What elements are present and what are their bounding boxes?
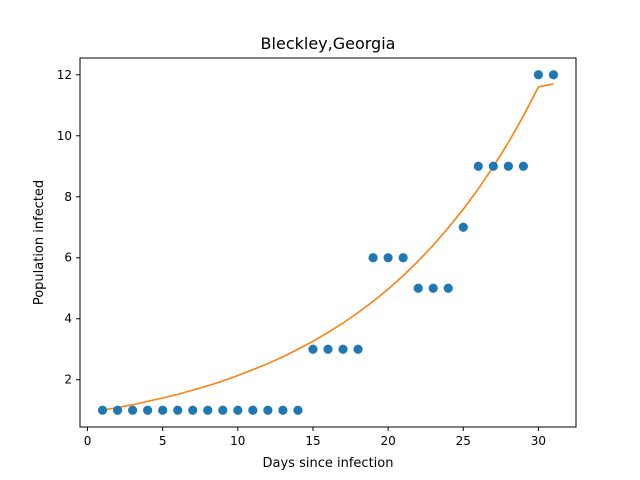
x-tick-label: 0	[84, 434, 92, 448]
data-point	[128, 405, 138, 415]
y-tick-label: 12	[57, 68, 72, 82]
data-point	[323, 344, 333, 354]
data-point	[188, 405, 198, 415]
x-tick-label: 5	[159, 434, 167, 448]
data-point	[143, 405, 153, 415]
fit-curve	[102, 83, 554, 412]
x-tick-label: 15	[305, 434, 320, 448]
y-tick-label: 10	[57, 129, 72, 143]
x-tick-label: 30	[531, 434, 546, 448]
data-point	[368, 253, 378, 263]
data-point	[263, 405, 273, 415]
data-point	[353, 344, 363, 354]
data-point	[383, 253, 393, 263]
y-tick-label: 4	[64, 312, 72, 326]
y-tick-label: 6	[64, 251, 72, 265]
data-point	[443, 283, 453, 293]
x-tick-label: 25	[456, 434, 471, 448]
data-point	[233, 405, 243, 415]
data-point	[248, 405, 258, 415]
data-point	[533, 70, 544, 80]
data-point	[278, 405, 288, 415]
data-point	[173, 405, 183, 415]
data-point	[413, 283, 423, 293]
x-tick-label: 20	[380, 434, 395, 448]
data-point	[158, 405, 168, 415]
data-point	[218, 405, 228, 415]
plot-area	[97, 70, 559, 415]
chart-title: Bleckley,Georgia	[261, 34, 396, 53]
data-point	[112, 405, 123, 415]
plot-frame	[79, 57, 577, 428]
data-point	[293, 405, 303, 415]
x-tick-label: 10	[230, 434, 245, 448]
y-tick-label: 2	[64, 373, 72, 387]
data-point	[473, 161, 483, 171]
data-point	[398, 253, 408, 263]
data-point	[428, 283, 438, 293]
data-point	[518, 161, 528, 171]
data-point	[338, 344, 348, 354]
data-point	[458, 222, 468, 232]
x-axis-ticks: 0 5 10 15 20 25 30	[84, 427, 546, 448]
data-point	[97, 405, 108, 415]
y-tick-label: 8	[64, 190, 72, 204]
data-point	[548, 70, 559, 80]
x-axis-label: Days since infection	[263, 456, 394, 471]
data-point	[503, 161, 513, 171]
data-point	[308, 344, 318, 354]
data-point	[488, 161, 498, 171]
y-axis-label: Population infected	[32, 180, 47, 305]
data-point	[203, 405, 213, 415]
y-axis-ticks: 2 4 6 8 10 12	[57, 68, 80, 387]
